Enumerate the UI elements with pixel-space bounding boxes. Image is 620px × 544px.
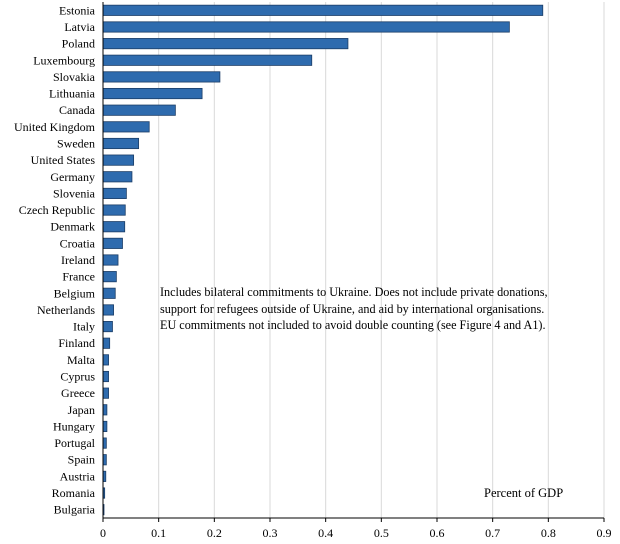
x-tick-label-9: 0.9 bbox=[597, 526, 612, 540]
bar-malta bbox=[102, 354, 109, 366]
category-label-latvia: Latvia bbox=[64, 20, 95, 34]
category-label-czech-republic: Czech Republic bbox=[19, 203, 95, 217]
category-label-italy: Italy bbox=[73, 320, 95, 334]
x-tick-label-7: 0.7 bbox=[485, 526, 500, 540]
category-label-bulgaria: Bulgaria bbox=[54, 503, 96, 517]
category-label-greece: Greece bbox=[61, 386, 95, 400]
category-label-finland: Finland bbox=[58, 336, 95, 350]
bar-latvia bbox=[102, 21, 510, 33]
x-axis-unit-label: Percent of GDP bbox=[484, 486, 564, 500]
category-label-romania: Romania bbox=[52, 486, 96, 500]
x-tick-label-2: 0.2 bbox=[207, 526, 222, 540]
bar-slovakia bbox=[102, 71, 221, 83]
bar-hungary bbox=[102, 420, 108, 433]
bar-france bbox=[102, 271, 117, 283]
bar-canada bbox=[102, 104, 176, 116]
category-label-lithuania: Lithuania bbox=[49, 87, 96, 101]
bar-united-kingdom bbox=[102, 121, 150, 133]
bar-finland bbox=[102, 337, 111, 349]
category-label-austria: Austria bbox=[60, 469, 96, 483]
bars bbox=[102, 4, 544, 516]
category-label-denmark: Denmark bbox=[50, 220, 95, 234]
category-label-canada: Canada bbox=[59, 103, 96, 117]
bar-denmark bbox=[102, 221, 126, 233]
x-tick-label-1: 0.1 bbox=[151, 526, 166, 540]
x-tick-label-3: 0.3 bbox=[263, 526, 278, 540]
bar-ireland bbox=[102, 254, 119, 266]
bar-croatia bbox=[102, 237, 123, 249]
category-label-united-states: United States bbox=[31, 153, 96, 167]
bar-estonia bbox=[102, 4, 544, 16]
x-tick-label-5: 0.5 bbox=[374, 526, 389, 540]
bar-netherlands bbox=[102, 304, 114, 316]
bar-luxembourg bbox=[102, 54, 313, 66]
bar-poland bbox=[102, 38, 349, 50]
chart-annotation: Includes bilateral commitments to Ukrain… bbox=[160, 284, 620, 334]
bar-slovenia bbox=[102, 187, 127, 199]
tick-labels: 0 0.1 0.2 0.3 0.4 0.5 0.6 0.7 0.8 0.9 bbox=[100, 526, 612, 540]
category-label-malta: Malta bbox=[67, 353, 96, 367]
bar-spain bbox=[102, 454, 107, 466]
category-label-united-kingdom: United Kingdom bbox=[14, 120, 96, 134]
bar-czech-republic bbox=[102, 204, 126, 216]
category-label-hungary: Hungary bbox=[53, 419, 95, 433]
bar-germany bbox=[102, 171, 133, 183]
bar-cyprus bbox=[102, 370, 109, 383]
bar-united-states bbox=[102, 154, 135, 166]
x-tick-label-0: 0 bbox=[100, 526, 106, 540]
bar-greece bbox=[102, 387, 109, 399]
annotation-line-3: EU commitments not included to avoid dou… bbox=[160, 318, 546, 332]
category-label-belgium: Belgium bbox=[54, 286, 96, 300]
bar-belgium bbox=[102, 287, 116, 299]
category-label-cyprus: Cyprus bbox=[60, 370, 95, 384]
x-tick-label-8: 0.8 bbox=[541, 526, 556, 540]
category-label-portugal: Portugal bbox=[54, 436, 95, 450]
category-label-croatia: Croatia bbox=[60, 236, 96, 250]
category-label-poland: Poland bbox=[62, 37, 95, 51]
category-label-ireland: Ireland bbox=[61, 253, 95, 267]
category-label-slovakia: Slovakia bbox=[53, 70, 96, 84]
category-label-spain: Spain bbox=[68, 453, 95, 467]
category-label-estonia: Estonia bbox=[59, 3, 96, 17]
annotation-line-2: support for refugees outside of Ukraine,… bbox=[160, 301, 545, 316]
bar-japan bbox=[102, 404, 108, 416]
bar-portugal bbox=[102, 437, 107, 449]
gridlines bbox=[158, 2, 605, 518]
category-label-netherlands: Netherlands bbox=[37, 303, 95, 317]
bar-lithuania bbox=[102, 87, 203, 100]
category-label-luxembourg: Luxembourg bbox=[33, 53, 95, 67]
bar-sweden bbox=[102, 137, 140, 150]
x-tick-label-6: 0.6 bbox=[430, 526, 445, 540]
category-labels: Estonia Latvia Poland Luxembourg Slovakia Lit… bbox=[14, 3, 96, 516]
x-tick-label-4: 0.4 bbox=[318, 526, 333, 540]
category-label-sweden: Sweden bbox=[57, 136, 95, 150]
bar-italy bbox=[102, 321, 113, 333]
category-label-slovenia: Slovenia bbox=[53, 186, 96, 200]
category-label-germany: Germany bbox=[50, 170, 95, 184]
category-label-france: France bbox=[62, 270, 95, 284]
annotation-line-1: Includes bilateral commitments to Ukrain… bbox=[160, 285, 548, 299]
axes bbox=[102, 2, 605, 522]
category-label-japan: Japan bbox=[68, 403, 95, 417]
